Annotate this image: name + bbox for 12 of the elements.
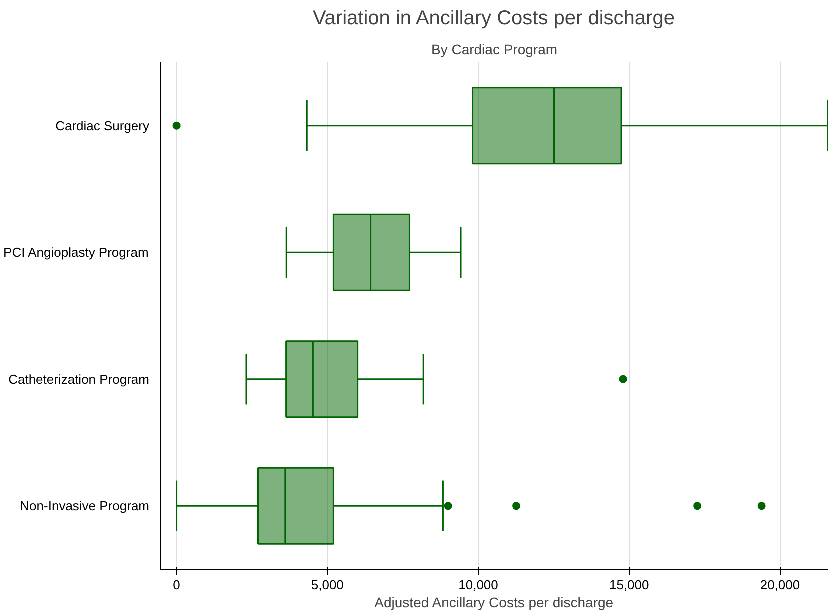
x-tick-label: 0 [173, 578, 180, 592]
chart-subtitle: By Cardiac Program [431, 42, 558, 58]
y-tick-label: Cardiac Surgery [56, 118, 150, 134]
x-tick-label: 5,000 [311, 578, 344, 592]
x-axis-title: Adjusted Ancillary Costs per discharge [374, 594, 614, 610]
x-tick-label: 15,000 [609, 578, 650, 592]
y-tick-label: Non-Invasive Program [20, 498, 150, 514]
y-tick-label: Catheterization Program [8, 372, 150, 387]
y-tick-label: PCI Angioplasty Program [4, 245, 149, 260]
chart-title: Variation in Ancillary Costs per discharge [312, 8, 675, 30]
x-tick-label: 20,000 [760, 578, 800, 592]
x-tick-label: 10,000 [458, 578, 498, 592]
